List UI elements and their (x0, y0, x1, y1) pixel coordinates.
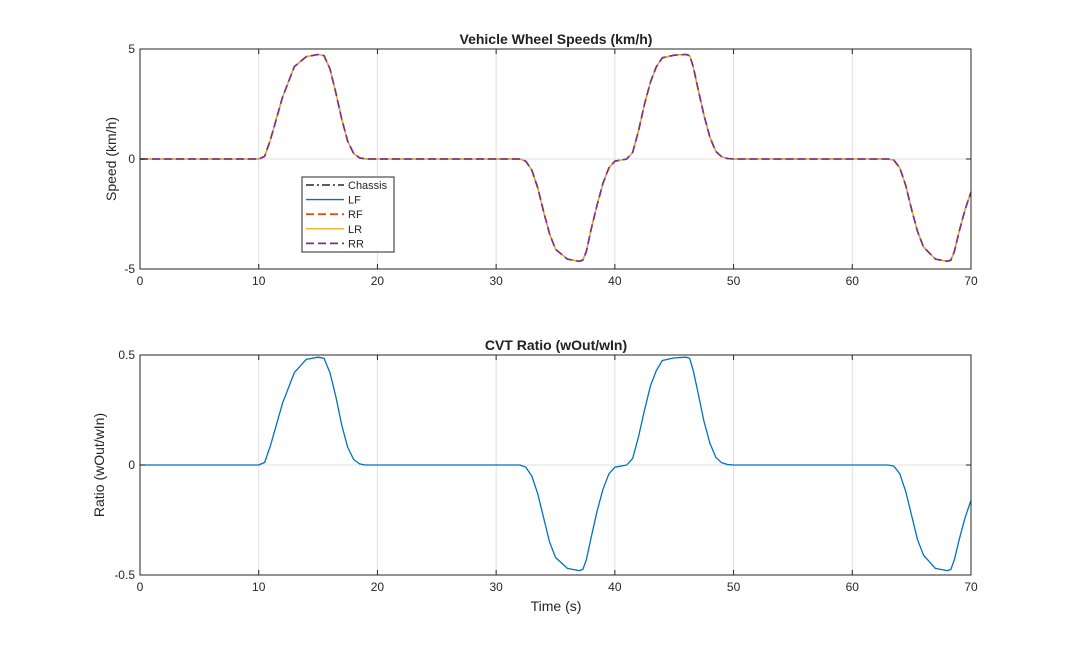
x-tick-label: 10 (252, 580, 266, 594)
legend-box (301, 176, 395, 253)
x-tick-label: 30 (489, 580, 503, 594)
legend-label: LF (348, 195, 361, 207)
series-group (140, 356, 971, 572)
x-tick-label: 60 (846, 580, 860, 594)
legend-label: RF (348, 209, 363, 221)
x-tick-label: 70 (964, 580, 978, 594)
x-tick-label: 40 (608, 580, 622, 594)
legend-label: RR (348, 238, 364, 250)
y-tick-label: -0.5 (114, 568, 135, 582)
y-tick-label: 0 (128, 458, 135, 472)
x-tick-label: 70 (964, 274, 978, 288)
x-tick-label: 40 (608, 274, 622, 288)
y-tick-label: 0.5 (118, 348, 135, 362)
chart-title: Vehicle Wheel Speeds (km/h) (460, 31, 653, 47)
x-tick-label: 30 (489, 274, 503, 288)
x-tick-label: 20 (371, 274, 385, 288)
legend-label: Chassis (348, 180, 388, 192)
series-group (140, 53, 971, 263)
series-line-rr (140, 53, 971, 263)
x-tick-label: 0 (137, 274, 144, 288)
axes-cvt-ratio: CVT Ratio (wOut/wIn) Ratio (wOut/wIn) Ti… (91, 337, 978, 614)
x-tick-label: 0 (137, 580, 144, 594)
x-tick-label: 50 (727, 274, 741, 288)
y-tick-label: 0 (128, 152, 135, 166)
x-tick-label: 20 (371, 580, 385, 594)
y-axis-label: Ratio (wOut/wIn) (91, 413, 107, 517)
y-tick-label: 5 (128, 42, 135, 56)
axes-wheel-speeds: Vehicle Wheel Speeds (km/h) Speed (km/h)… (103, 31, 978, 288)
series-line-ratio (140, 356, 971, 572)
chart-title: CVT Ratio (wOut/wIn) (485, 337, 627, 353)
y-axis-label: Speed (km/h) (103, 117, 119, 201)
y-tick-label: -5 (124, 262, 135, 276)
x-tick-label: 50 (727, 580, 741, 594)
x-tick-label: 10 (252, 274, 266, 288)
x-tick-label: 60 (846, 274, 860, 288)
legend: Chassis LF RF LR RR (301, 176, 395, 253)
legend-label: LR (348, 224, 362, 236)
x-axis-label: Time (s) (531, 598, 582, 614)
